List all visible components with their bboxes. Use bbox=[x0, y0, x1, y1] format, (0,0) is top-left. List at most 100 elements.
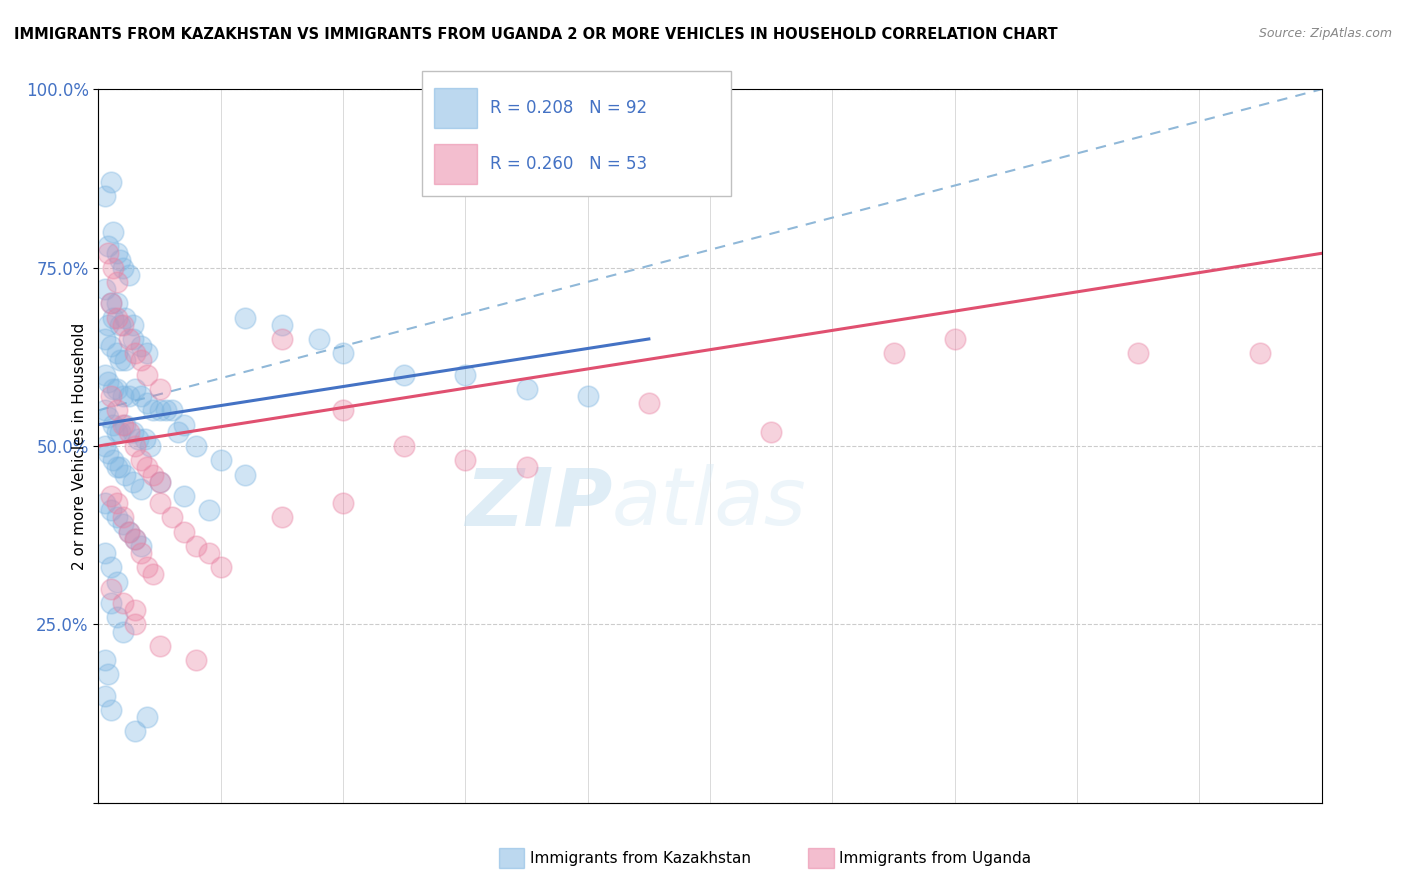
Point bbox=[270, 510, 294, 524]
Point bbox=[516, 382, 538, 396]
Point bbox=[142, 567, 165, 582]
Text: ZIP: ZIP bbox=[465, 464, 612, 542]
Point bbox=[110, 353, 132, 368]
Point bbox=[101, 417, 124, 432]
Point bbox=[105, 275, 128, 289]
Point bbox=[186, 653, 208, 667]
Point bbox=[105, 510, 128, 524]
Point bbox=[114, 310, 136, 325]
Point bbox=[136, 346, 159, 360]
Point bbox=[105, 246, 128, 260]
Point bbox=[186, 539, 208, 553]
Point bbox=[121, 318, 143, 332]
Point bbox=[392, 439, 416, 453]
Point bbox=[134, 432, 156, 446]
Point bbox=[149, 403, 172, 417]
Point bbox=[114, 467, 136, 482]
Point bbox=[118, 524, 141, 539]
Point bbox=[129, 453, 152, 467]
Point bbox=[118, 332, 141, 346]
Point bbox=[883, 346, 905, 360]
Point bbox=[943, 332, 966, 346]
Point bbox=[93, 496, 115, 510]
Point bbox=[136, 560, 159, 574]
Point bbox=[100, 489, 122, 503]
Point bbox=[136, 396, 159, 410]
Point bbox=[136, 710, 159, 724]
Point bbox=[332, 403, 354, 417]
Point bbox=[308, 332, 330, 346]
Point bbox=[124, 617, 146, 632]
Point bbox=[1250, 346, 1272, 360]
Point bbox=[129, 389, 152, 403]
Point bbox=[124, 532, 146, 546]
Point bbox=[392, 368, 416, 382]
Point bbox=[118, 389, 141, 403]
Point bbox=[197, 503, 219, 517]
Point bbox=[101, 453, 124, 467]
Point bbox=[233, 310, 256, 325]
Point bbox=[100, 596, 122, 610]
Point bbox=[111, 517, 134, 532]
Point bbox=[111, 318, 134, 332]
Point bbox=[93, 403, 115, 417]
Point bbox=[197, 546, 219, 560]
Text: R = 0.260   N = 53: R = 0.260 N = 53 bbox=[489, 155, 647, 173]
Point bbox=[97, 375, 120, 389]
Point bbox=[110, 460, 132, 475]
FancyBboxPatch shape bbox=[422, 71, 731, 196]
Point bbox=[111, 510, 134, 524]
Point bbox=[124, 603, 146, 617]
Point bbox=[233, 467, 256, 482]
Point bbox=[129, 353, 152, 368]
Point bbox=[111, 596, 134, 610]
Point bbox=[129, 482, 152, 496]
Point bbox=[173, 524, 195, 539]
Point bbox=[124, 346, 146, 360]
Point bbox=[97, 410, 120, 425]
Point bbox=[105, 346, 128, 360]
Text: Immigrants from Kazakhstan: Immigrants from Kazakhstan bbox=[530, 851, 751, 865]
Text: atlas: atlas bbox=[612, 464, 807, 542]
Text: IMMIGRANTS FROM KAZAKHSTAN VS IMMIGRANTS FROM UGANDA 2 OR MORE VEHICLES IN HOUSE: IMMIGRANTS FROM KAZAKHSTAN VS IMMIGRANTS… bbox=[14, 27, 1057, 42]
Point bbox=[136, 460, 159, 475]
Point bbox=[118, 524, 141, 539]
Point bbox=[105, 496, 128, 510]
Point bbox=[101, 310, 124, 325]
Point bbox=[209, 560, 232, 574]
Point bbox=[100, 339, 122, 353]
Point bbox=[149, 382, 172, 396]
Point bbox=[332, 346, 354, 360]
Point bbox=[100, 296, 122, 310]
Point bbox=[127, 432, 149, 446]
Point bbox=[97, 446, 120, 460]
Point bbox=[110, 318, 132, 332]
Point bbox=[124, 439, 146, 453]
Point bbox=[121, 425, 143, 439]
Point bbox=[454, 368, 477, 382]
Y-axis label: 2 or more Vehicles in Household: 2 or more Vehicles in Household bbox=[72, 322, 87, 570]
Point bbox=[105, 610, 128, 624]
Point bbox=[142, 403, 165, 417]
Point bbox=[100, 560, 122, 574]
Point bbox=[114, 353, 136, 368]
Point bbox=[93, 189, 115, 203]
Point bbox=[111, 260, 134, 275]
Point bbox=[101, 260, 124, 275]
Point bbox=[160, 510, 183, 524]
Point bbox=[332, 496, 354, 510]
Point bbox=[105, 310, 128, 325]
Point bbox=[100, 296, 122, 310]
Point bbox=[97, 667, 120, 681]
Point bbox=[97, 246, 120, 260]
Point bbox=[105, 403, 128, 417]
Point bbox=[105, 460, 128, 475]
Point bbox=[105, 382, 128, 396]
Point bbox=[149, 475, 172, 489]
Point bbox=[270, 332, 294, 346]
Point bbox=[124, 532, 146, 546]
Point bbox=[93, 653, 115, 667]
Bar bbox=[434, 87, 478, 128]
Point bbox=[149, 475, 172, 489]
Point bbox=[100, 175, 122, 189]
